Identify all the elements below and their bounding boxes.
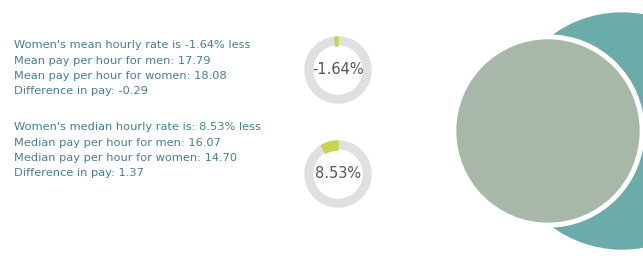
Text: Median pay per hour for women: 14.70: Median pay per hour for women: 14.70: [14, 153, 237, 163]
Polygon shape: [305, 141, 371, 207]
Text: Women's median hourly rate is: 8.53% less: Women's median hourly rate is: 8.53% les…: [14, 122, 261, 132]
Circle shape: [314, 46, 362, 94]
Text: 8.53%: 8.53%: [315, 166, 361, 182]
Circle shape: [452, 35, 643, 227]
Text: Difference in pay: 1.37: Difference in pay: 1.37: [14, 168, 144, 178]
Text: Median pay per hour for men: 16.07: Median pay per hour for men: 16.07: [14, 138, 221, 148]
Circle shape: [457, 40, 639, 222]
Text: Mean pay per hour for women: 18.08: Mean pay per hour for women: 18.08: [14, 71, 227, 81]
Circle shape: [314, 150, 362, 198]
Polygon shape: [334, 37, 338, 46]
Polygon shape: [321, 141, 338, 153]
Text: Difference in pay: -0.29: Difference in pay: -0.29: [14, 86, 148, 96]
Text: Mean pay per hour for men: 17.79: Mean pay per hour for men: 17.79: [14, 56, 210, 66]
Circle shape: [504, 13, 643, 249]
Text: Women's mean hourly rate is -1.64% less: Women's mean hourly rate is -1.64% less: [14, 40, 250, 50]
Text: -1.64%: -1.64%: [312, 63, 364, 78]
Polygon shape: [305, 37, 371, 103]
